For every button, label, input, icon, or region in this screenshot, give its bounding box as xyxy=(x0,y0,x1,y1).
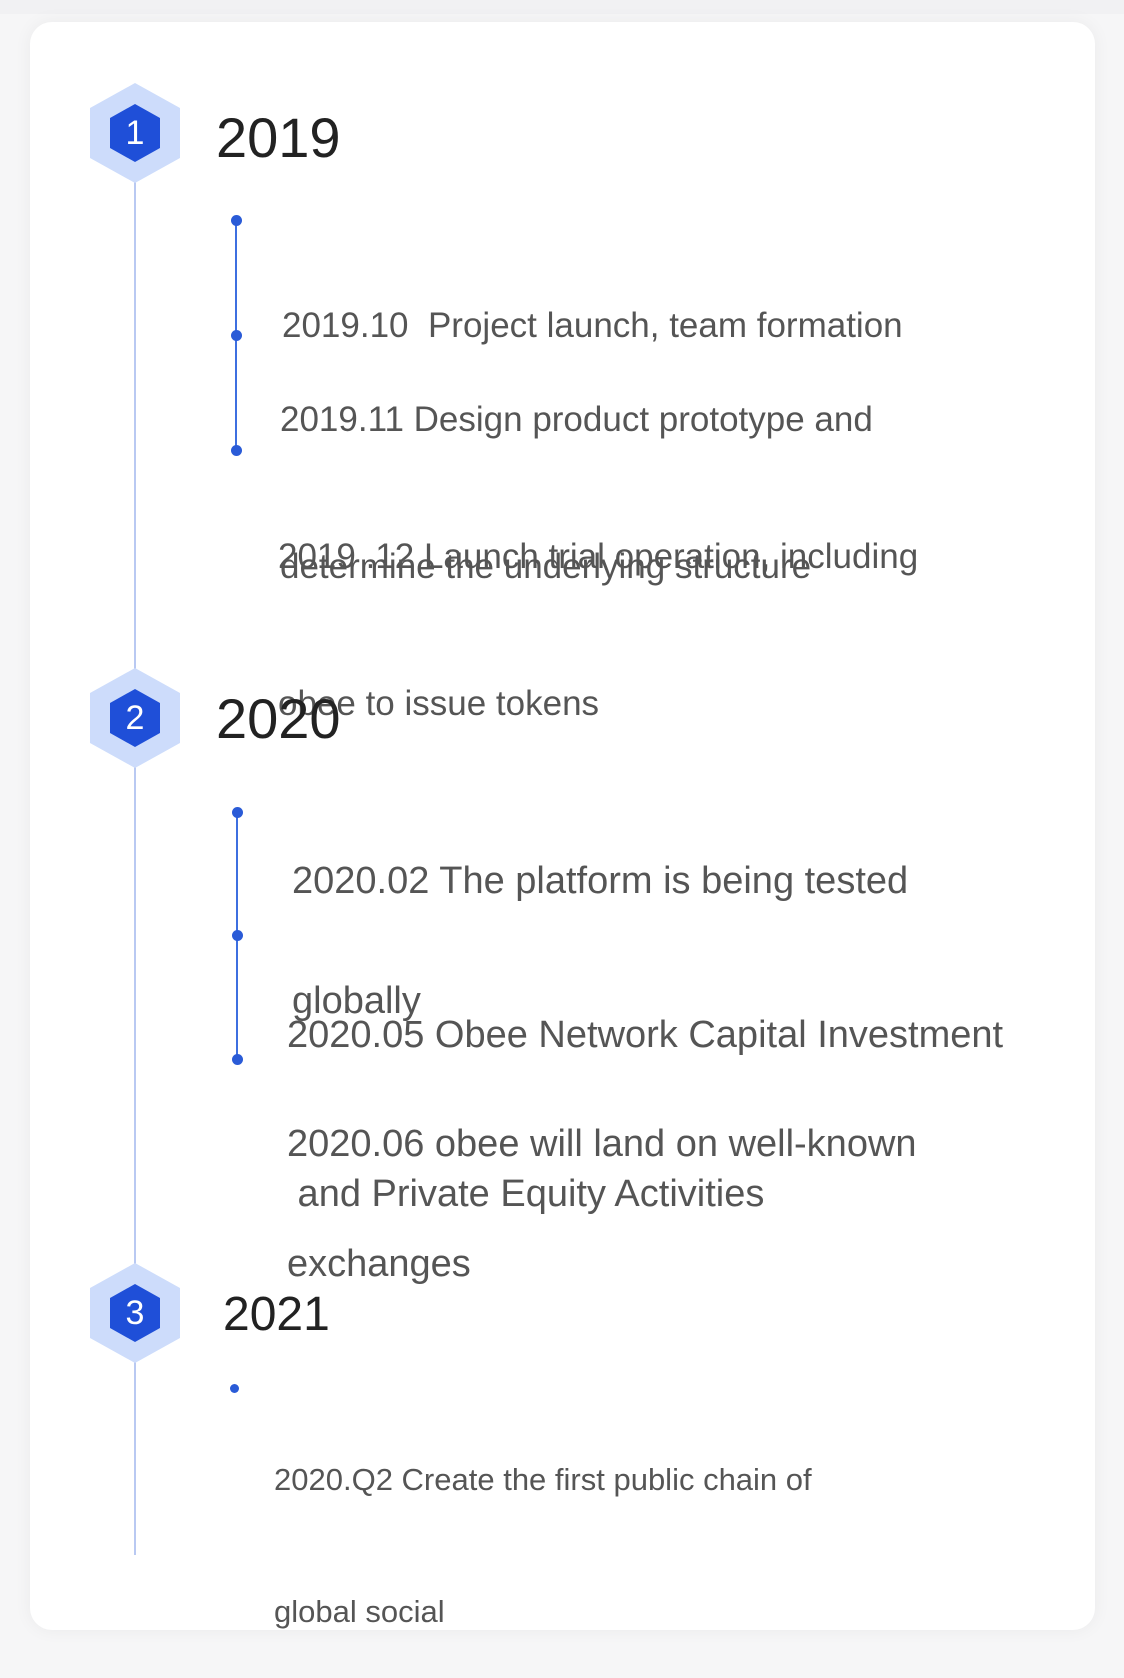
bullet-dot xyxy=(231,445,242,456)
step-3-badge: 3 xyxy=(88,1263,182,1363)
hexagon-icon xyxy=(90,1263,180,1363)
milestone-text-line: 2019.10 Project launch, team formation xyxy=(282,306,903,345)
bullet-dot xyxy=(231,215,242,226)
milestone-item: 2019.11 Design product prototype and det… xyxy=(280,297,873,640)
year-heading: 2019 xyxy=(216,106,341,169)
year-heading: 2021 xyxy=(223,1288,330,1341)
milestone-text-line: 2020.Q2 Create the first public chain of xyxy=(274,1462,812,1497)
step-number: 2 xyxy=(125,698,145,737)
timeline-main-line xyxy=(134,170,136,1555)
step-1-badge: 1 xyxy=(88,83,182,183)
milestone-item: 2019.10 Project launch, team formation xyxy=(282,206,903,398)
bullet-dot xyxy=(232,930,243,941)
top-strip xyxy=(0,0,1124,14)
hexagon-icon xyxy=(90,668,180,768)
milestone-text-line: exchanges xyxy=(287,1243,471,1285)
roadmap-card xyxy=(30,22,1095,1630)
milestone-text-line: 2020.02 The platform is being tested xyxy=(292,860,909,902)
milestone-item: 2020.05 Obee Network Capital Investment … xyxy=(287,903,1003,1274)
milestone-item: 2019 .12 Launch trial operation, includi… xyxy=(278,434,918,777)
milestone-text-line: and Private Equity Activities xyxy=(287,1173,765,1215)
bullet-dot xyxy=(231,330,242,341)
hexagon-icon xyxy=(90,83,180,183)
year-heading: 2020 xyxy=(216,687,341,750)
milestone-text-line: globally xyxy=(292,980,421,1022)
step-number: 3 xyxy=(125,1293,145,1332)
milestone-text-line: 2019.11 Design product prototype and xyxy=(280,400,873,439)
bullet-dot xyxy=(232,807,243,818)
milestone-item: 2020.Q2 Create the first public chain of… xyxy=(274,1370,812,1678)
milestone-text-line: obee to issue tokens xyxy=(278,684,600,723)
milestone-item: 2020.06 obee will land on well-known exc… xyxy=(287,1044,917,1324)
step-number: 1 xyxy=(125,113,145,152)
milestone-text-line: 2020.05 Obee Network Capital Investment xyxy=(287,1014,1004,1056)
milestone-text-line: global social xyxy=(274,1594,445,1629)
bullet-dot xyxy=(232,1054,243,1065)
milestone-text-line: determine the underlying structure xyxy=(280,547,812,586)
milestone-text-line: 2020.06 obee will land on well-known xyxy=(287,1123,917,1165)
bullet-dot xyxy=(230,1384,239,1393)
milestone-item: 2020.02 The platform is being tested glo… xyxy=(292,781,908,1061)
step-2-badge: 2 xyxy=(88,668,182,768)
milestone-text-line: 2019 .12 Launch trial operation, includi… xyxy=(278,537,919,576)
